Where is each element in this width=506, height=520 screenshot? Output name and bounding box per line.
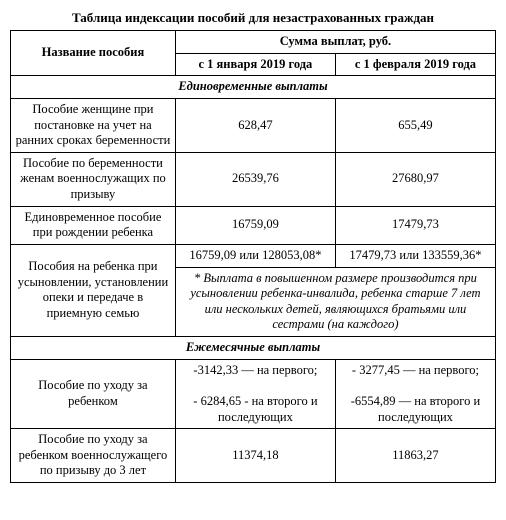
- row-1-name: Пособие женщине при постановке на учет н…: [11, 98, 176, 152]
- row-4-name: Пособия на ребенка при усыновлении, уста…: [11, 244, 176, 336]
- row-1-jan: 628,47: [175, 98, 335, 152]
- row-5: Пособие по уходу за ребенком -3142,33 — …: [11, 359, 496, 429]
- row-2-name: Пособие по беременности женам военнослуж…: [11, 152, 176, 206]
- row-2: Пособие по беременности женам военнослуж…: [11, 152, 496, 206]
- header-name: Название пособия: [11, 31, 176, 76]
- row-4-footnote: * Выплата в повышенном размере производи…: [175, 267, 495, 337]
- row-3-name: Единовременное пособие при рождении ребе…: [11, 206, 176, 244]
- row-2-jan: 26539,76: [175, 152, 335, 206]
- section-onetime-label: Единовременные выплаты: [11, 76, 496, 99]
- section-onetime: Единовременные выплаты: [11, 76, 496, 99]
- row-4a: Пособия на ребенка при усыновлении, уста…: [11, 244, 496, 267]
- benefits-table: Название пособия Сумма выплат, руб. с 1 …: [10, 30, 496, 483]
- row-3: Единовременное пособие при рождении ребе…: [11, 206, 496, 244]
- row-1: Пособие женщине при постановке на учет н…: [11, 98, 496, 152]
- row-5-feb-l1: - 3277,45 — на первого;: [340, 363, 491, 379]
- row-2-feb: 27680,97: [335, 152, 495, 206]
- row-6: Пособие по уходу за ребенком военнослужа…: [11, 429, 496, 483]
- row-6-name: Пособие по уходу за ребенком военнослужа…: [11, 429, 176, 483]
- section-monthly: Ежемесячные выплаты: [11, 337, 496, 360]
- header-jan: с 1 января 2019 года: [175, 53, 335, 76]
- row-1-feb: 655,49: [335, 98, 495, 152]
- header-sum: Сумма выплат, руб.: [175, 31, 495, 54]
- row-5-jan-l2: - 6284,65 - на второго и последующих: [180, 394, 331, 425]
- row-4-feb: 17479,73 или 133559,36*: [335, 244, 495, 267]
- row-4-jan: 16759,09 или 128053,08*: [175, 244, 335, 267]
- row-5-feb: - 3277,45 — на первого; -6554,89 — на вт…: [335, 359, 495, 429]
- header-row-1: Название пособия Сумма выплат, руб.: [11, 31, 496, 54]
- row-3-jan: 16759,09: [175, 206, 335, 244]
- row-3-feb: 17479,73: [335, 206, 495, 244]
- row-6-feb: 11863,27: [335, 429, 495, 483]
- header-feb: с 1 февраля 2019 года: [335, 53, 495, 76]
- row-5-jan-l1: -3142,33 — на первого;: [180, 363, 331, 379]
- row-5-name: Пособие по уходу за ребенком: [11, 359, 176, 429]
- row-5-feb-l2: -6554,89 — на второго и последующих: [340, 394, 491, 425]
- table-title: Таблица индексации пособий для незастрах…: [10, 10, 496, 26]
- section-monthly-label: Ежемесячные выплаты: [11, 337, 496, 360]
- row-6-jan: 11374,18: [175, 429, 335, 483]
- row-5-jan: -3142,33 — на первого; - 6284,65 - на вт…: [175, 359, 335, 429]
